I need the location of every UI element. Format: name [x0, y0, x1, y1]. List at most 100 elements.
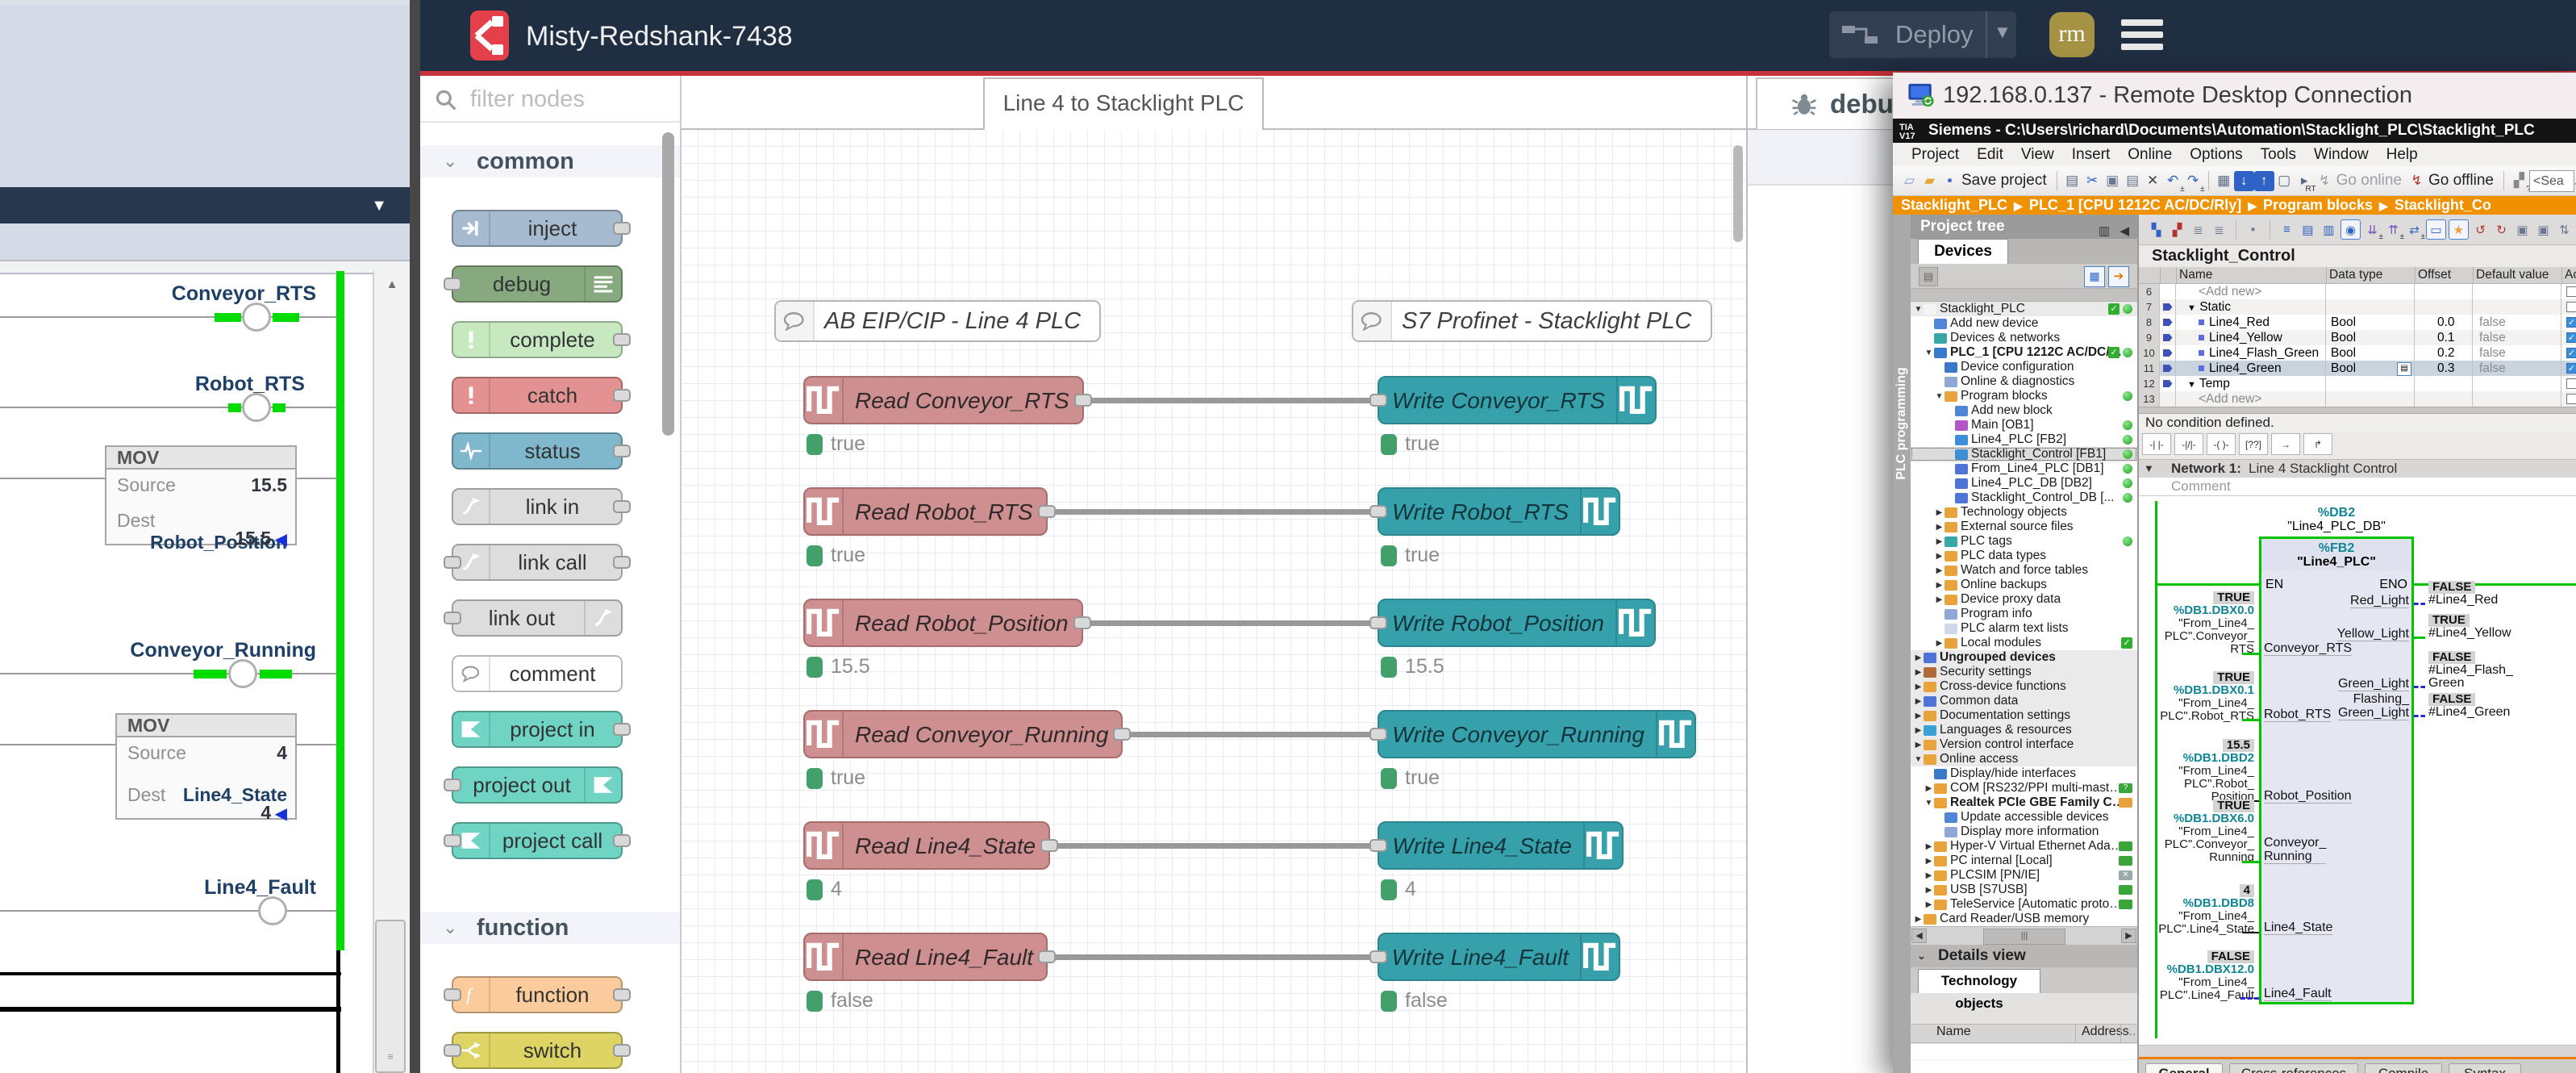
- monitor-icon[interactable]: ▢: [2274, 171, 2295, 191]
- breadcrumb-item[interactable]: PLC_1 [CPU 1212C AC/DC/Rly]: [2029, 197, 2241, 213]
- sort-icon[interactable]: ≡: [2278, 220, 2296, 239]
- node-port-in[interactable]: [1369, 950, 1387, 963]
- flow-node-read[interactable]: Read Conveyor_Running: [803, 710, 1123, 758]
- tree-row[interactable]: Line4_PLC [FB2]: [1911, 432, 2137, 447]
- tree-row[interactable]: ▼Program blocks: [1911, 389, 2137, 403]
- flow-node-write[interactable]: Write Conveyor_Running: [1378, 710, 1696, 758]
- expand-link-icon[interactable]: ➔: [2108, 266, 2129, 287]
- tag-row[interactable]: 13<Add new>: [2139, 391, 2576, 407]
- tree-expander-icon[interactable]: ▶: [1924, 784, 1933, 793]
- open-project-icon[interactable]: ▰: [1919, 171, 1940, 191]
- node-port-in[interactable]: [444, 556, 461, 569]
- tree-row[interactable]: ▶Documentation settings: [1911, 708, 2137, 723]
- tab-devices[interactable]: Devices: [1918, 239, 2008, 264]
- flow-node-write[interactable]: Write Line4_State: [1378, 821, 1624, 870]
- tree-row[interactable]: ▶Online backups: [1911, 578, 2137, 592]
- canvas-scrollbar-thumb[interactable]: [1733, 145, 1743, 242]
- node-port-out[interactable]: [613, 834, 631, 847]
- node-port-in[interactable]: [1369, 505, 1387, 518]
- accessible-devices-icon[interactable]: ▞?: [2509, 171, 2529, 191]
- go-online-icon[interactable]: ↯: [2315, 171, 2335, 191]
- palette-node-switch[interactable]: switch: [452, 1032, 623, 1069]
- expand-all-icon[interactable]: ▤: [2299, 220, 2317, 239]
- tree-expander-icon[interactable]: ▶: [1924, 886, 1933, 895]
- flow-node-read[interactable]: Read Robot_RTS: [803, 487, 1048, 536]
- palette-search[interactable]: [420, 76, 680, 123]
- add-tag-icon[interactable]: ▚: [2147, 220, 2165, 239]
- palette-node-function[interactable]: ffunction: [452, 976, 623, 1013]
- node-port-out[interactable]: [1040, 839, 1058, 852]
- flow-node-write[interactable]: Write Robot_Position: [1378, 599, 1656, 647]
- rdp-titlebar[interactable]: 192.168.0.137 - Remote Desktop Connectio…: [1893, 73, 2576, 119]
- fbd-network-canvas[interactable]: %DB2"Line4_PLC_DB"%FB2"Line4_PLC"ENENOTR…: [2139, 496, 2576, 1045]
- close-branch-button[interactable]: ↱: [2303, 433, 2332, 455]
- menu-options[interactable]: Options: [2181, 146, 2251, 164]
- palette-node-debug[interactable]: debug: [452, 265, 623, 303]
- tree-row[interactable]: ▶Hyper-V Virtual Ethernet Adapter: [1911, 839, 2137, 854]
- tree-row[interactable]: ▶Device proxy data: [1911, 592, 2137, 607]
- tree-row[interactable]: Display more information: [1911, 825, 2137, 839]
- print-icon[interactable]: ▤: [2062, 171, 2082, 191]
- start-rt-icon[interactable]: ▸RT: [2295, 171, 2315, 191]
- comment-node[interactable]: AB EIP/CIP - Line 4 PLC: [774, 300, 1101, 342]
- tia-task-strip[interactable]: PLC programming: [1893, 215, 1911, 1073]
- node-port-in[interactable]: [1369, 616, 1387, 629]
- monitor-all-icon[interactable]: ▭: [2426, 219, 2446, 240]
- palette-node-complete[interactable]: complete: [452, 321, 623, 358]
- tree-row[interactable]: ▶USB [S7USB]: [1911, 883, 2137, 897]
- node-port-in[interactable]: [444, 988, 461, 1001]
- menu-help[interactable]: Help: [2378, 146, 2427, 164]
- tia-breadcrumb[interactable]: Stacklight_PLC▶PLC_1 [CPU 1212C AC/DC/Rl…: [1893, 196, 2576, 215]
- palette-node-project call[interactable]: project call: [452, 822, 623, 859]
- tree-expander-icon[interactable]: ▶: [1914, 726, 1923, 735]
- configure-view-icon[interactable]: ▤: [1919, 267, 1938, 286]
- palette-node-link call[interactable]: link call: [452, 544, 623, 581]
- tree-hscrollbar[interactable]: ◀ ▶ |||: [1911, 926, 2137, 945]
- tree-expander-icon[interactable]: ▶: [1914, 712, 1923, 720]
- tree-row[interactable]: ▶PLC data types: [1911, 549, 2137, 563]
- favorites-icon[interactable]: ★: [2449, 219, 2469, 240]
- node-port-out[interactable]: [613, 500, 631, 513]
- tree-expander-icon[interactable]: ▶: [1935, 508, 1944, 517]
- accessible-checkbox[interactable]: [2566, 286, 2576, 297]
- tag-row[interactable]: 10Line4_Flash_GreenBool0.2false✓: [2139, 345, 2576, 361]
- palette-node-link out[interactable]: link out: [452, 599, 623, 637]
- hscroll-thumb[interactable]: |||: [1983, 929, 2065, 945]
- details-toggle-icon[interactable]: ▦: [2084, 266, 2105, 287]
- compare-icon[interactable]: ⇅: [2555, 220, 2574, 239]
- new-project-icon[interactable]: ▱: [1899, 171, 1919, 191]
- download-values-icon[interactable]: ▣: [2534, 220, 2553, 239]
- keep-values-icon[interactable]: ≣: [2189, 220, 2207, 239]
- tree-row[interactable]: ▼Online access: [1911, 752, 2137, 766]
- tree-row[interactable]: Devices & networks: [1911, 331, 2137, 345]
- menu-edit[interactable]: Edit: [1968, 146, 2012, 164]
- tree-row[interactable]: ▶TeleService [Automatic protoco...: [1911, 897, 2137, 912]
- details-view-header[interactable]: ⌄ Details view: [1911, 945, 2137, 967]
- tree-expander-icon[interactable]: ▼: [1914, 755, 1923, 764]
- node-port-out[interactable]: [1113, 728, 1131, 741]
- menu-tools[interactable]: Tools: [2252, 146, 2305, 164]
- flow-node-read[interactable]: Read Line4_State: [803, 821, 1050, 870]
- go-online-label[interactable]: Go online: [2336, 172, 2402, 190]
- tree-expander-icon[interactable]: ▶: [1914, 668, 1923, 677]
- node-port-in[interactable]: [444, 834, 461, 847]
- apply-start-icon[interactable]: ↻: [2492, 220, 2511, 239]
- tree-row[interactable]: ▶PLCSIM [PN/IE]✕: [1911, 868, 2137, 883]
- palette-node-project out[interactable]: project out: [452, 766, 623, 804]
- node-port-out[interactable]: [1073, 616, 1091, 629]
- palette-node-catch[interactable]: catch: [452, 377, 623, 414]
- accessible-checkbox[interactable]: ✓: [2566, 348, 2576, 358]
- node-port-out[interactable]: [1074, 394, 1092, 407]
- toolbar-search-box[interactable]: <Sea: [2529, 170, 2574, 192]
- tree-expander-icon[interactable]: ▶: [1914, 741, 1923, 749]
- redo-icon[interactable]: ↷±: [2183, 171, 2203, 191]
- menu-project[interactable]: Project: [1903, 146, 1968, 164]
- scroll-left-icon[interactable]: ◀: [1911, 929, 1927, 943]
- accessible-checkbox[interactable]: ✓: [2566, 317, 2576, 328]
- tree-row[interactable]: Device configuration: [1911, 360, 2137, 374]
- tree-row[interactable]: Add new device: [1911, 316, 2137, 331]
- tree-row[interactable]: PLC alarm text lists: [1911, 621, 2137, 636]
- node-port-out[interactable]: [613, 389, 631, 402]
- accessible-checkbox[interactable]: [2566, 394, 2576, 404]
- accessible-checkbox[interactable]: [2566, 302, 2576, 312]
